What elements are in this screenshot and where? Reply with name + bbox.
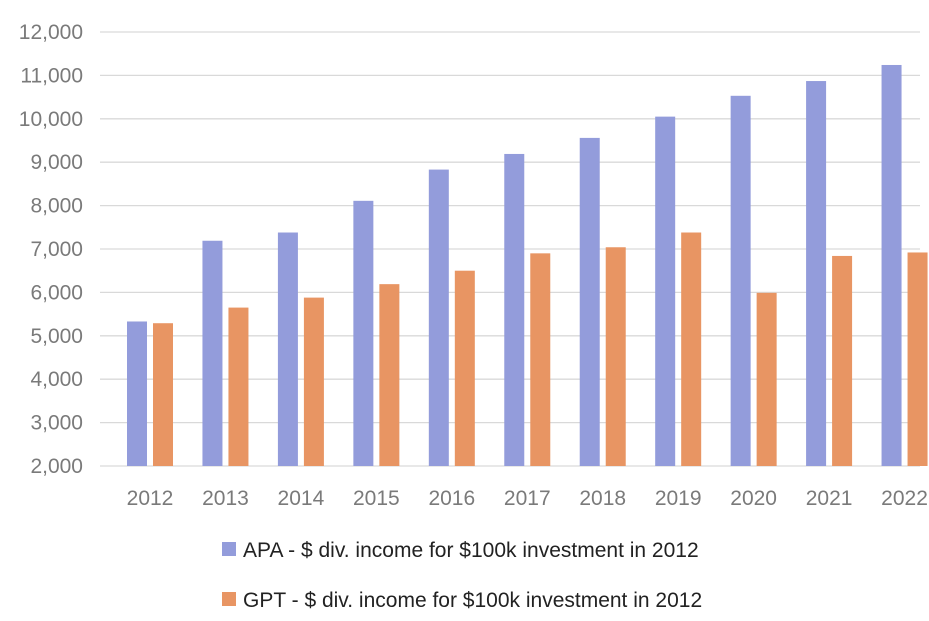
x-tick-label: 2021 bbox=[806, 487, 853, 510]
x-tick-label: 2020 bbox=[730, 487, 777, 510]
bar-apa-2017 bbox=[504, 153, 525, 466]
bar-apa-2014 bbox=[277, 232, 298, 466]
legend-swatch-apa bbox=[222, 542, 236, 556]
bar-apa-2013 bbox=[202, 240, 223, 466]
bar-gpt-2016 bbox=[454, 270, 475, 466]
bar-apa-2018 bbox=[579, 137, 600, 466]
x-tick-label: 2015 bbox=[353, 487, 400, 510]
bar-gpt-2020 bbox=[756, 292, 777, 466]
y-tick-label: 7,000 bbox=[30, 238, 83, 261]
bar-apa-2016 bbox=[428, 169, 449, 466]
x-tick-label: 2013 bbox=[202, 487, 249, 510]
bar-gpt-2018 bbox=[605, 247, 626, 466]
x-tick-label: 2014 bbox=[278, 487, 325, 510]
bar-apa-2015 bbox=[353, 200, 374, 466]
y-tick-label: 5,000 bbox=[30, 325, 83, 348]
bar-apa-2021 bbox=[806, 81, 827, 466]
legend-item-apa: APA - $ div. income for $100k investment… bbox=[222, 539, 699, 562]
bar-gpt-2015 bbox=[379, 284, 400, 466]
y-tick-label: 10,000 bbox=[19, 108, 83, 131]
y-tick-label: 12,000 bbox=[19, 21, 83, 44]
bar-apa-2019 bbox=[655, 116, 676, 466]
y-tick-label: 11,000 bbox=[20, 64, 83, 87]
bar-gpt-2019 bbox=[681, 232, 702, 466]
bar-gpt-2014 bbox=[303, 297, 324, 466]
y-tick-label: 9,000 bbox=[30, 151, 83, 174]
legend: APA - $ div. income for $100k investment… bbox=[222, 539, 702, 612]
legend-label-gpt: GPT - $ div. income for $100k investment… bbox=[243, 589, 702, 612]
x-tick-label: 2012 bbox=[127, 487, 174, 510]
bar-gpt-2012 bbox=[153, 323, 173, 466]
bar-gpt-2022 bbox=[907, 252, 928, 466]
y-axis-tick-labels: 2,000 3,000 4,000 5,000 6,000 7,000 8,000 9,000… bbox=[19, 21, 83, 478]
x-tick-label: 2019 bbox=[655, 487, 702, 510]
legend-item-gpt: GPT - $ div. income for $100k investment… bbox=[222, 589, 702, 612]
bar-apa-2012 bbox=[127, 321, 147, 466]
bar-gpt-2017 bbox=[530, 253, 551, 466]
bar-gpt-2013 bbox=[228, 307, 249, 466]
x-tick-label: 2017 bbox=[504, 487, 551, 510]
legend-swatch-gpt bbox=[222, 592, 236, 606]
bar-apa-2022 bbox=[881, 64, 902, 466]
y-tick-label: 2,000 bbox=[30, 455, 83, 478]
bar-apa-2020 bbox=[730, 95, 751, 467]
x-tick-label: 2018 bbox=[579, 487, 626, 510]
bar-gpt-2021 bbox=[832, 255, 853, 466]
x-tick-label: 2022 bbox=[881, 487, 928, 510]
y-tick-label: 3,000 bbox=[30, 412, 83, 435]
legend-label-apa: APA - $ div. income for $100k investment… bbox=[243, 539, 699, 562]
y-tick-label: 4,000 bbox=[30, 368, 83, 391]
x-axis-tick-labels: 2012 2013 2014 2015 2016 2017 2018 2019 2020 2021… bbox=[127, 487, 928, 510]
bars bbox=[127, 64, 928, 467]
y-tick-label: 8,000 bbox=[30, 195, 83, 218]
x-tick-label: 2016 bbox=[428, 487, 475, 510]
y-tick-label: 6,000 bbox=[30, 281, 83, 304]
